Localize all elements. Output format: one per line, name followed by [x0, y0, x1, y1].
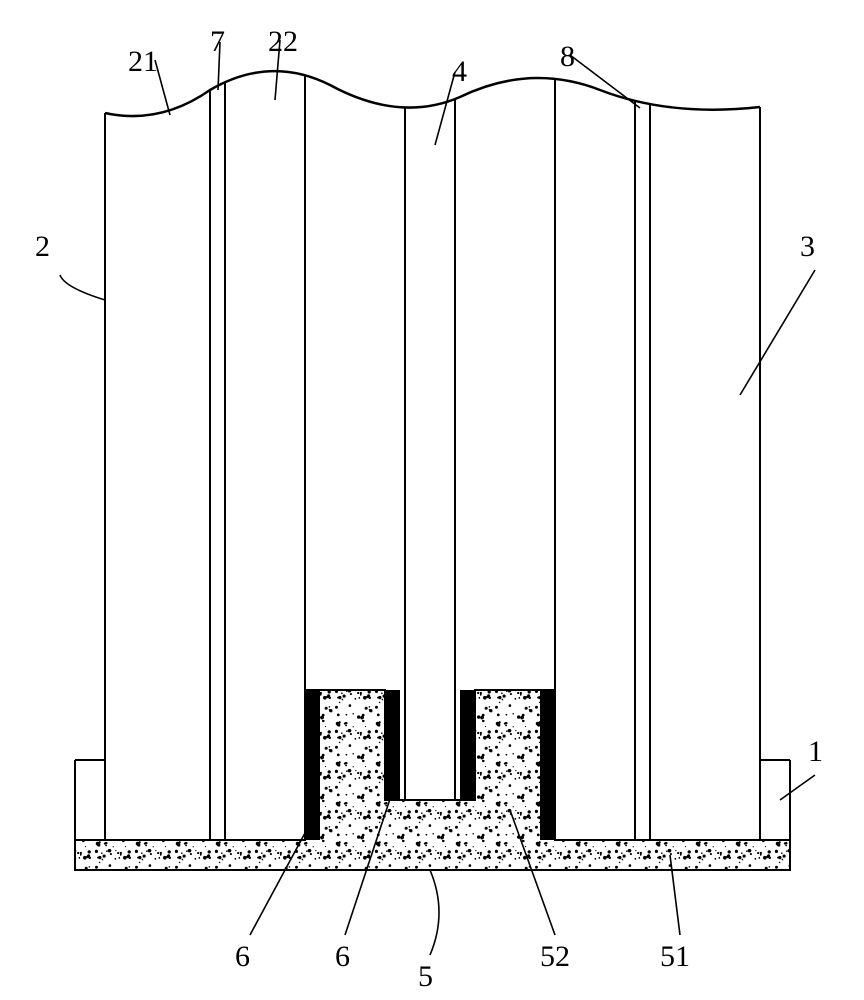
callout-n6a: 6 — [235, 940, 250, 974]
callout-n6b: 6 — [335, 940, 350, 974]
callout-n5: 5 — [418, 960, 433, 994]
callout-n52: 52 — [540, 940, 570, 974]
callout-n8: 8 — [560, 40, 575, 74]
callout-n51: 51 — [660, 940, 690, 974]
diagram-stage: 21 7 22 4 8 2 3 1 6 6 5 52 51 — [0, 0, 864, 1000]
callout-n7: 7 — [210, 25, 225, 59]
callout-n4: 4 — [452, 55, 467, 89]
callout-n22: 22 — [268, 25, 298, 59]
callout-n21: 21 — [128, 45, 158, 79]
callout-n1: 1 — [808, 735, 823, 769]
callout-n3: 3 — [800, 230, 815, 264]
callout-n2: 2 — [35, 230, 50, 264]
diagram-svg — [0, 0, 864, 1000]
